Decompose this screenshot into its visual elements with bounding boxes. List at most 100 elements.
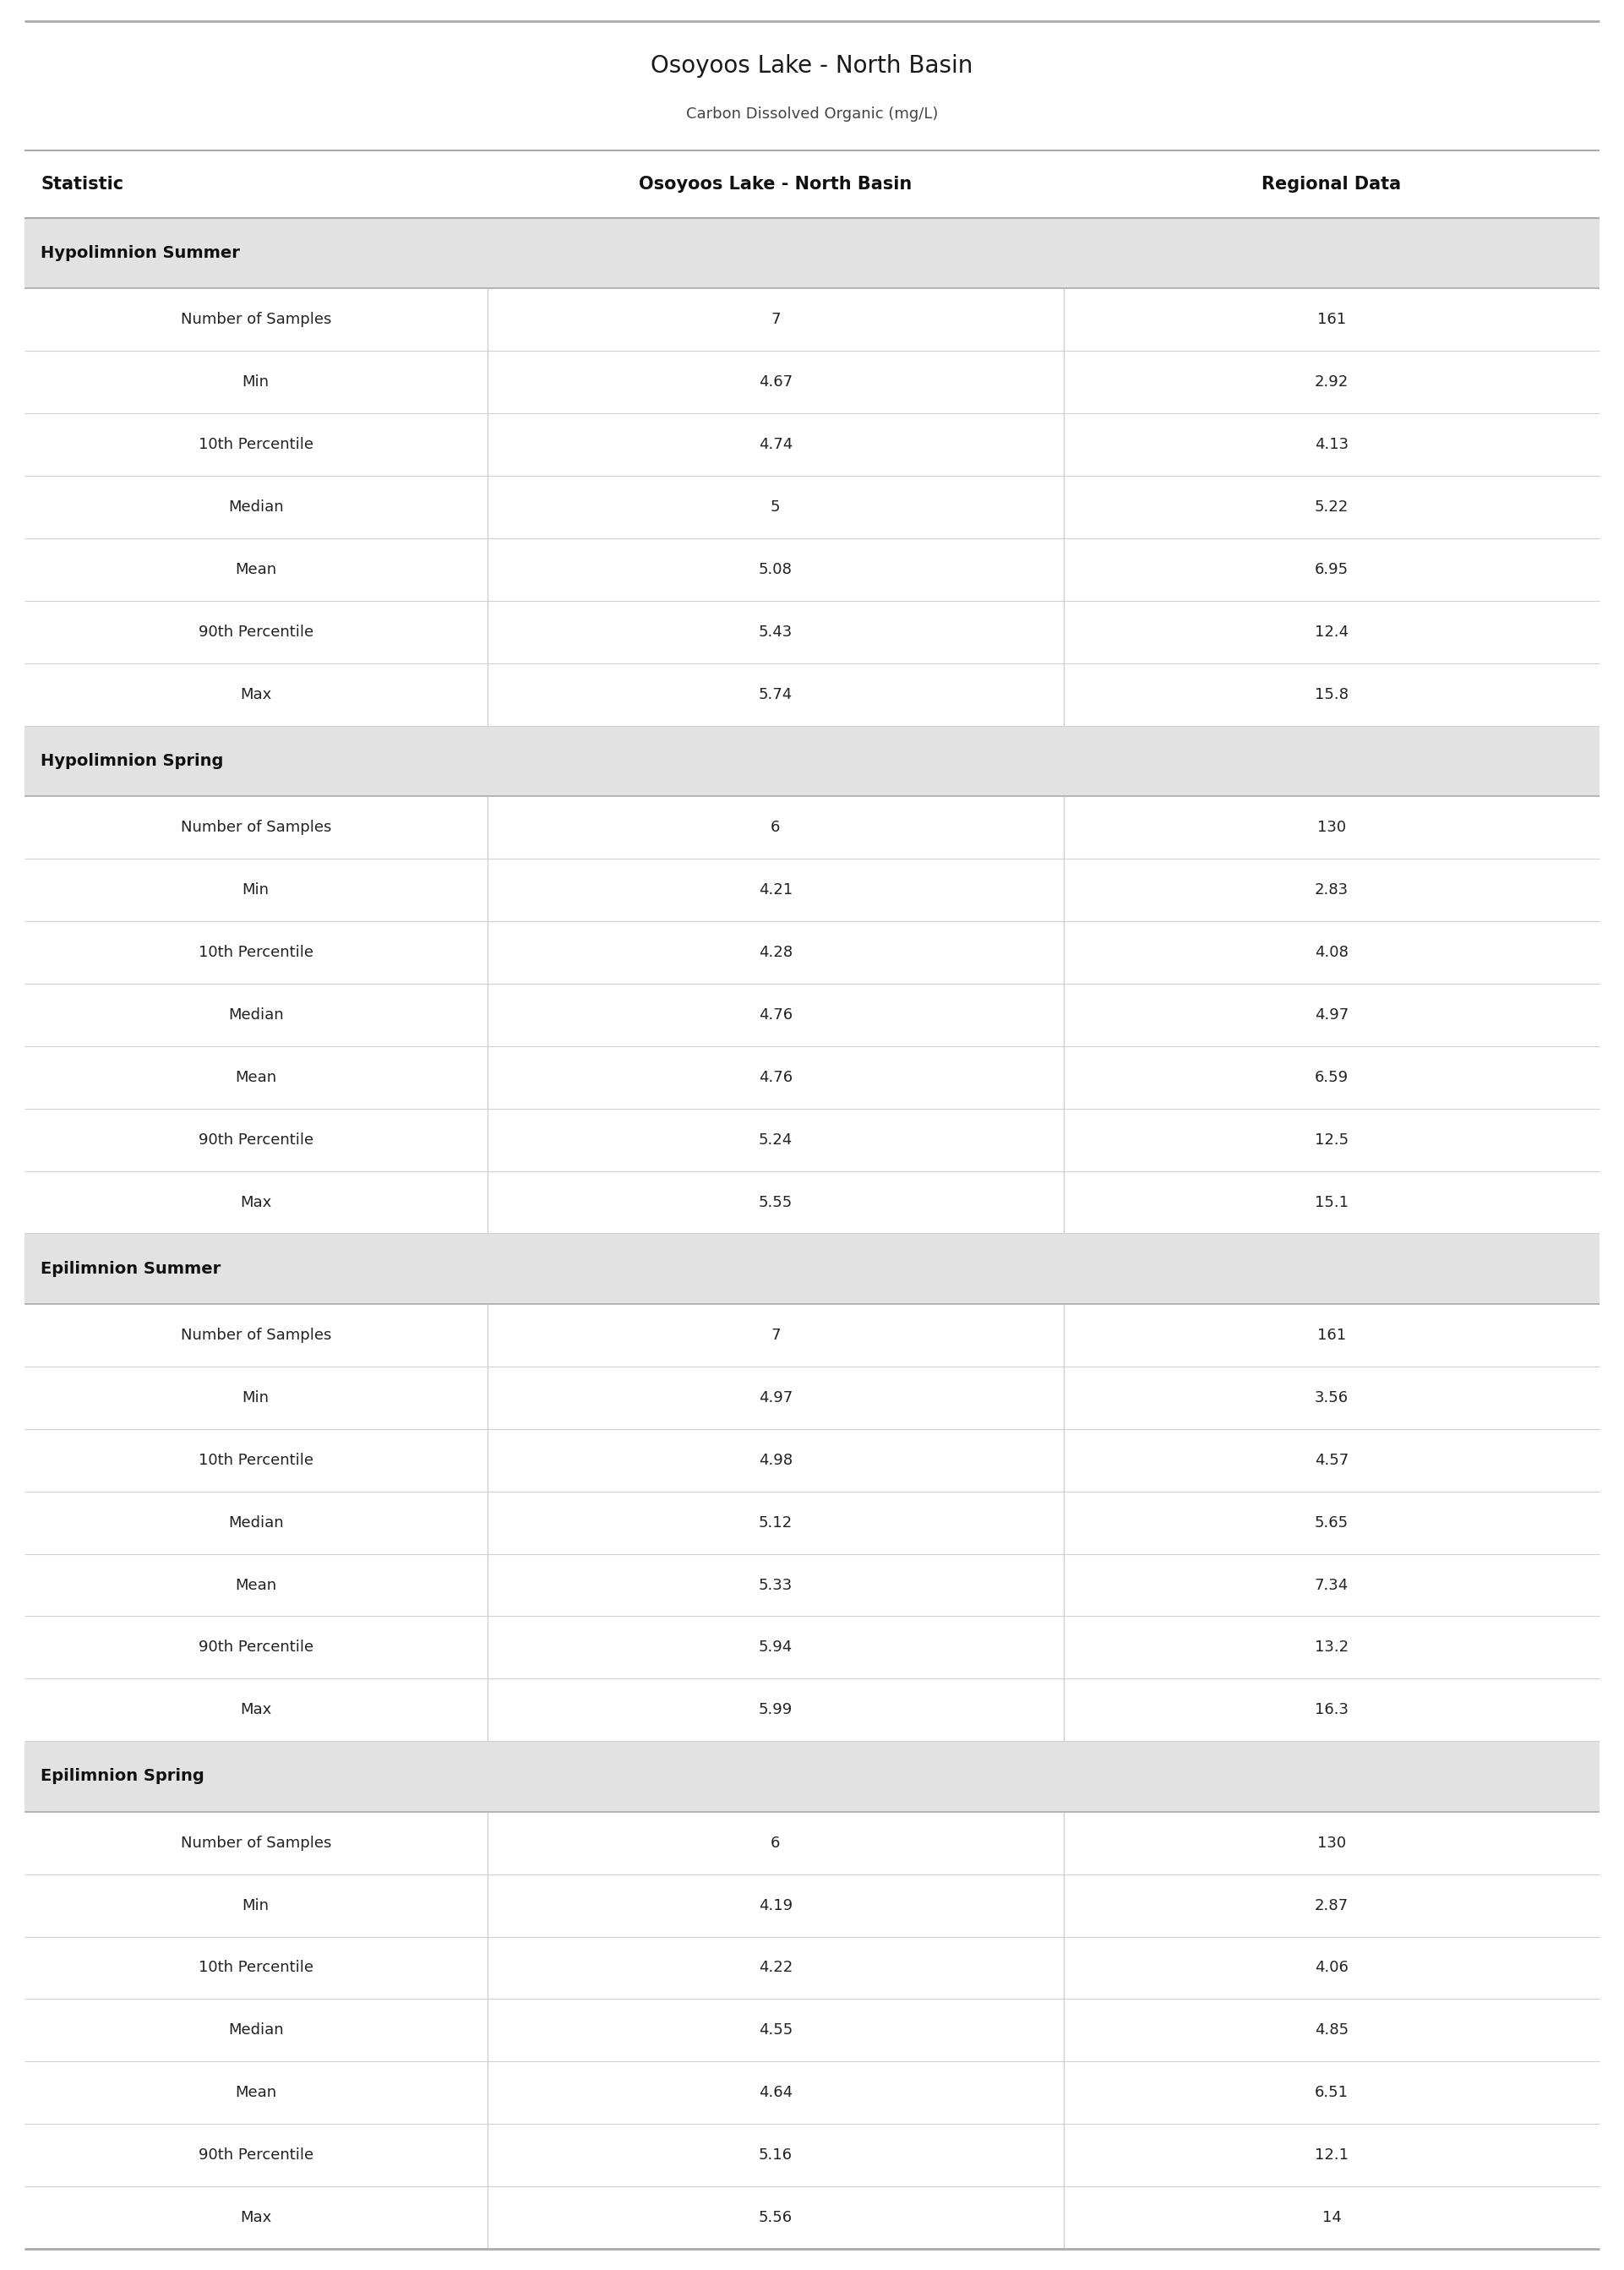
Bar xyxy=(24,858,1600,922)
Text: 4.97: 4.97 xyxy=(1315,1008,1348,1022)
Text: Number of Samples: Number of Samples xyxy=(180,313,331,327)
Bar xyxy=(24,2125,1600,2186)
Text: 90th Percentile: 90th Percentile xyxy=(198,2147,313,2163)
Text: 6: 6 xyxy=(771,819,780,835)
Bar xyxy=(24,1680,1600,1741)
Bar xyxy=(24,1875,1600,1936)
Bar xyxy=(24,1367,1600,1428)
Text: 4.28: 4.28 xyxy=(758,944,793,960)
Text: 16.3: 16.3 xyxy=(1315,1702,1348,1718)
Text: 2.87: 2.87 xyxy=(1315,1898,1348,1914)
Text: 5.22: 5.22 xyxy=(1315,499,1348,515)
Text: 4.64: 4.64 xyxy=(758,2086,793,2100)
Text: 7.34: 7.34 xyxy=(1315,1578,1348,1594)
Text: 6.59: 6.59 xyxy=(1315,1069,1348,1085)
Bar xyxy=(24,1171,1600,1233)
Text: 10th Percentile: 10th Percentile xyxy=(198,438,313,452)
Text: Mean: Mean xyxy=(235,1069,276,1085)
Text: Statistic: Statistic xyxy=(41,175,123,193)
Bar xyxy=(24,2000,1600,2061)
Text: 15.8: 15.8 xyxy=(1315,688,1348,701)
Text: Min: Min xyxy=(242,1898,270,1914)
Text: 130: 130 xyxy=(1317,1836,1346,1850)
Bar xyxy=(24,797,1600,858)
Text: 10th Percentile: 10th Percentile xyxy=(198,1961,313,1975)
Text: Min: Min xyxy=(242,375,270,390)
Text: 4.67: 4.67 xyxy=(758,375,793,390)
Bar xyxy=(24,1233,1600,1303)
Text: 161: 161 xyxy=(1317,313,1346,327)
Text: 4.85: 4.85 xyxy=(1315,2023,1348,2038)
Text: 15.1: 15.1 xyxy=(1315,1194,1348,1210)
Text: 5.43: 5.43 xyxy=(758,624,793,640)
Text: 5.65: 5.65 xyxy=(1315,1514,1348,1530)
Text: Carbon Dissolved Organic (mg/L): Carbon Dissolved Organic (mg/L) xyxy=(685,107,939,123)
Text: 5.12: 5.12 xyxy=(758,1514,793,1530)
Text: Max: Max xyxy=(240,1194,271,1210)
Bar xyxy=(24,1046,1600,1108)
Bar xyxy=(24,538,1600,602)
Text: Number of Samples: Number of Samples xyxy=(180,1328,331,1344)
Text: Number of Samples: Number of Samples xyxy=(180,1836,331,1850)
Text: Min: Min xyxy=(242,1389,270,1405)
Text: 3.56: 3.56 xyxy=(1315,1389,1348,1405)
Text: Osoyoos Lake - North Basin: Osoyoos Lake - North Basin xyxy=(651,54,973,77)
Text: 4.98: 4.98 xyxy=(758,1453,793,1469)
Text: 2.92: 2.92 xyxy=(1315,375,1348,390)
Text: 4.57: 4.57 xyxy=(1315,1453,1348,1469)
Text: 5.33: 5.33 xyxy=(758,1578,793,1594)
Text: 12.4: 12.4 xyxy=(1315,624,1348,640)
Text: 5.56: 5.56 xyxy=(758,2211,793,2225)
Bar xyxy=(24,922,1600,983)
Text: Max: Max xyxy=(240,688,271,701)
Bar xyxy=(24,1811,1600,1875)
Text: 90th Percentile: 90th Percentile xyxy=(198,624,313,640)
Text: 10th Percentile: 10th Percentile xyxy=(198,944,313,960)
Text: 6.95: 6.95 xyxy=(1315,563,1348,577)
Text: 4.08: 4.08 xyxy=(1315,944,1348,960)
Bar xyxy=(24,1741,1600,1811)
Text: 130: 130 xyxy=(1317,819,1346,835)
Bar xyxy=(24,1553,1600,1616)
Text: 90th Percentile: 90th Percentile xyxy=(198,1639,313,1655)
Text: 7: 7 xyxy=(771,313,780,327)
Text: 6.51: 6.51 xyxy=(1315,2086,1348,2100)
Text: Mean: Mean xyxy=(235,2086,276,2100)
Text: Max: Max xyxy=(240,1702,271,1718)
Text: 5.94: 5.94 xyxy=(758,1639,793,1655)
Text: Epilimnion Spring: Epilimnion Spring xyxy=(41,1768,205,1784)
Text: Hypolimnion Summer: Hypolimnion Summer xyxy=(41,245,240,261)
Bar xyxy=(24,1108,1600,1171)
Text: Median: Median xyxy=(227,2023,284,2038)
Text: 12.1: 12.1 xyxy=(1315,2147,1348,2163)
Bar xyxy=(24,413,1600,477)
Text: 4.21: 4.21 xyxy=(758,883,793,897)
Bar xyxy=(24,2061,1600,2125)
Bar xyxy=(24,288,1600,352)
Text: Min: Min xyxy=(242,883,270,897)
Text: 10th Percentile: 10th Percentile xyxy=(198,1453,313,1469)
Text: 6: 6 xyxy=(771,1836,780,1850)
Bar xyxy=(24,1491,1600,1553)
Bar xyxy=(24,1303,1600,1367)
Text: 5.16: 5.16 xyxy=(758,2147,793,2163)
Text: 14: 14 xyxy=(1322,2211,1341,2225)
Text: 4.74: 4.74 xyxy=(758,438,793,452)
Text: 12.5: 12.5 xyxy=(1315,1133,1348,1146)
Text: 5.55: 5.55 xyxy=(758,1194,793,1210)
Bar xyxy=(24,218,1600,288)
Bar xyxy=(24,2186,1600,2250)
Bar xyxy=(24,602,1600,663)
Text: 4.97: 4.97 xyxy=(758,1389,793,1405)
Text: Epilimnion Summer: Epilimnion Summer xyxy=(41,1260,221,1276)
Text: Hypolimnion Spring: Hypolimnion Spring xyxy=(41,754,224,770)
Text: Osoyoos Lake - North Basin: Osoyoos Lake - North Basin xyxy=(638,175,913,193)
Text: 7: 7 xyxy=(771,1328,780,1344)
Text: 5.08: 5.08 xyxy=(758,563,793,577)
Text: 161: 161 xyxy=(1317,1328,1346,1344)
Text: Median: Median xyxy=(227,1514,284,1530)
Text: Regional Data: Regional Data xyxy=(1262,175,1402,193)
Text: 4.22: 4.22 xyxy=(758,1961,793,1975)
Text: 2.83: 2.83 xyxy=(1315,883,1348,897)
Text: 4.19: 4.19 xyxy=(758,1898,793,1914)
